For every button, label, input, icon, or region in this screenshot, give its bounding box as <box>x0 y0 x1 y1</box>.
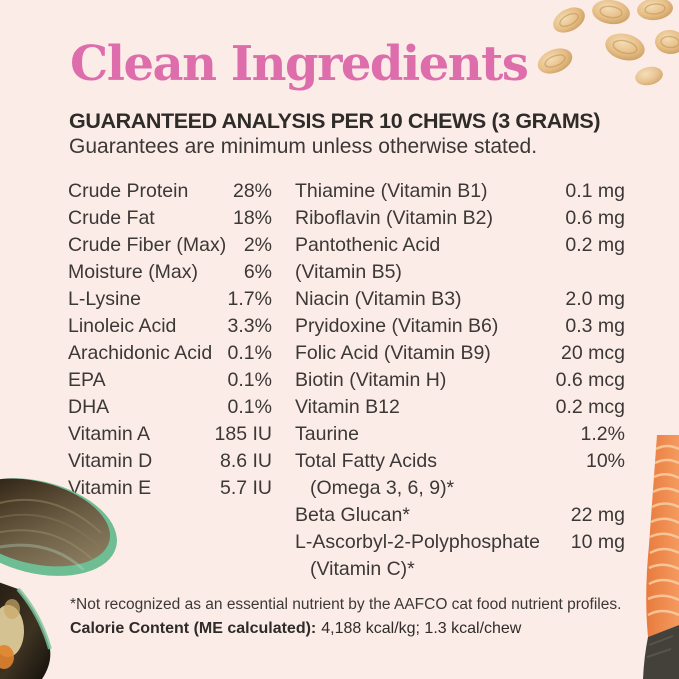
nutrient-label: EPA <box>68 369 106 391</box>
analysis-row: Pryidoxine (Vitamin B6) 0.3 mg <box>295 313 625 340</box>
nutrient-value: 1.7% <box>227 288 272 310</box>
nutrient-value: 2.0 mg <box>565 288 625 310</box>
nutrient-label: Pryidoxine (Vitamin B6) <box>295 315 499 337</box>
nutrient-label: Beta Glucan* <box>295 504 410 526</box>
analysis-row-continuation: (Vitamin B5) <box>295 259 625 286</box>
analysis-row: Vitamin A 185 IU <box>68 421 272 448</box>
guaranteed-analysis-header: GUARANTEED ANALYSIS PER 10 CHEWS (3 GRAM… <box>69 109 601 133</box>
analysis-row: Folic Acid (Vitamin B9) 20 mcg <box>295 340 625 367</box>
nutrient-value: 1.2% <box>580 423 625 445</box>
mussel-open-corner-image <box>0 582 52 679</box>
nutrient-value: 28% <box>232 180 272 202</box>
nutrient-value: 0.6 mg <box>565 207 625 229</box>
nutrient-value: 0.1 mg <box>565 180 625 202</box>
nutrient-value: 8.6 IU <box>219 450 272 472</box>
analysis-row: Total Fatty Acids 10% <box>295 448 625 475</box>
analysis-right-column: Thiamine (Vitamin B1) 0.1 mg Riboflavin (V… <box>295 178 625 583</box>
nutrient-label: Vitamin D <box>68 450 153 472</box>
nutrient-label-continued: (Omega 3, 6, 9)* <box>310 477 455 499</box>
analysis-row: Pantothenic Acid 0.2 mg <box>295 232 625 259</box>
nutrient-label: L-Lysine <box>68 288 141 310</box>
nutrient-value: 0.1% <box>227 342 272 364</box>
nutrient-value: 0.1% <box>227 396 272 418</box>
guarantees-subheader: Guarantees are minimum unless otherwise … <box>69 135 538 158</box>
calorie-content-label: Calorie Content (ME calculated): <box>70 620 317 637</box>
analysis-row: Riboflavin (Vitamin B2) 0.6 mg <box>295 205 625 232</box>
nutrient-label: Crude Fat <box>68 207 155 229</box>
nutrient-value: 0.3 mg <box>565 315 625 337</box>
analysis-row: Vitamin B12 0.2 mcg <box>295 394 625 421</box>
analysis-row: Taurine 1.2% <box>295 421 625 448</box>
oat-flakes-image <box>537 0 679 86</box>
nutrient-value: 10 mg <box>570 531 625 553</box>
analysis-row: Vitamin E 5.7 IU <box>68 475 272 502</box>
analysis-row: Linoleic Acid 3.3% <box>68 313 272 340</box>
analysis-row: Crude Fat 18% <box>68 205 272 232</box>
nutrient-label: Vitamin A <box>68 423 151 445</box>
nutrient-value: 22 mg <box>570 504 625 526</box>
nutrient-label: Folic Acid (Vitamin B9) <box>295 342 491 364</box>
nutrient-label: DHA <box>68 396 110 418</box>
analysis-row: EPA 0.1% <box>68 367 272 394</box>
nutrient-label: Moisture (Max) <box>68 261 199 283</box>
analysis-row: Moisture (Max) 6% <box>68 259 272 286</box>
analysis-row: Vitamin D 8.6 IU <box>68 448 272 475</box>
nutrient-value: 6% <box>243 261 272 283</box>
nutrient-value: 3.3% <box>227 315 272 337</box>
analysis-row-continuation: (Vitamin C)* <box>295 556 625 583</box>
analysis-row: Arachidonic Acid 0.1% <box>68 340 272 367</box>
analysis-row: L-Lysine 1.7% <box>68 286 272 313</box>
nutrient-label-continued: (Vitamin C)* <box>310 558 415 580</box>
analysis-row: Biotin (Vitamin H) 0.6 mcg <box>295 367 625 394</box>
nutrient-label: Thiamine (Vitamin B1) <box>295 180 488 202</box>
analysis-left-column: Crude Protein 28% Crude Fat 18% Crude Fiber … <box>68 178 272 583</box>
analysis-row: Beta Glucan* 22 mg <box>295 502 625 529</box>
nutrient-value: 185 IU <box>214 423 272 445</box>
nutrient-value: 20 mcg <box>561 342 625 364</box>
nutrient-label-continued: (Vitamin B5) <box>295 261 402 283</box>
nutrient-label: Biotin (Vitamin H) <box>295 369 447 391</box>
analysis-row: Crude Fiber (Max) 2% <box>68 232 272 259</box>
nutrient-value: 10% <box>585 450 625 472</box>
nutrient-label: L-Ascorbyl-2-Polyphosphate <box>295 531 540 553</box>
analysis-row: Crude Protein 28% <box>68 178 272 205</box>
nutrient-value: 5.7 IU <box>219 477 272 499</box>
nutrient-label: Crude Fiber (Max) <box>68 234 227 256</box>
analysis-row-continuation: (Omega 3, 6, 9)* <box>295 475 625 502</box>
nutrient-value: 0.1% <box>227 369 272 391</box>
nutrient-label: Linoleic Acid <box>68 315 177 337</box>
aafco-footnote: *Not recognized as an essential nutrient… <box>70 596 622 613</box>
nutrient-label: Total Fatty Acids <box>295 450 437 472</box>
nutrient-label: Riboflavin (Vitamin B2) <box>295 207 493 229</box>
nutrient-label: Vitamin B12 <box>295 396 400 418</box>
nutrient-value: 18% <box>232 207 272 229</box>
analysis-row: L-Ascorbyl-2-Polyphosphate 10 mg <box>295 529 625 556</box>
guaranteed-analysis-table: Crude Protein 28% Crude Fat 18% Crude Fiber … <box>68 178 625 583</box>
nutrient-label: Vitamin E <box>68 477 152 499</box>
calorie-content-value: 4,188 kcal/kg; 1.3 kcal/chew <box>321 620 522 637</box>
calorie-content-line: Calorie Content (ME calculated): 4,188 kc… <box>70 620 521 638</box>
nutrient-value: 0.2 mg <box>565 234 625 256</box>
nutrient-value: 0.2 mcg <box>555 396 625 418</box>
analysis-row: DHA 0.1% <box>68 394 272 421</box>
nutrient-label: Pantothenic Acid <box>295 234 441 256</box>
nutrient-value: 2% <box>243 234 272 256</box>
nutrient-label: Crude Protein <box>68 180 189 202</box>
nutrient-label: Arachidonic Acid <box>68 342 213 364</box>
nutrient-label: Taurine <box>295 423 359 445</box>
page-title: Clean Ingredients <box>70 36 529 92</box>
analysis-row: Thiamine (Vitamin B1) 0.1 mg <box>295 178 625 205</box>
analysis-row: Niacin (Vitamin B3) 2.0 mg <box>295 286 625 313</box>
nutrient-value: 0.6 mcg <box>555 369 625 391</box>
nutrient-label: Niacin (Vitamin B3) <box>295 288 462 310</box>
salmon-fillet-image <box>643 435 679 679</box>
